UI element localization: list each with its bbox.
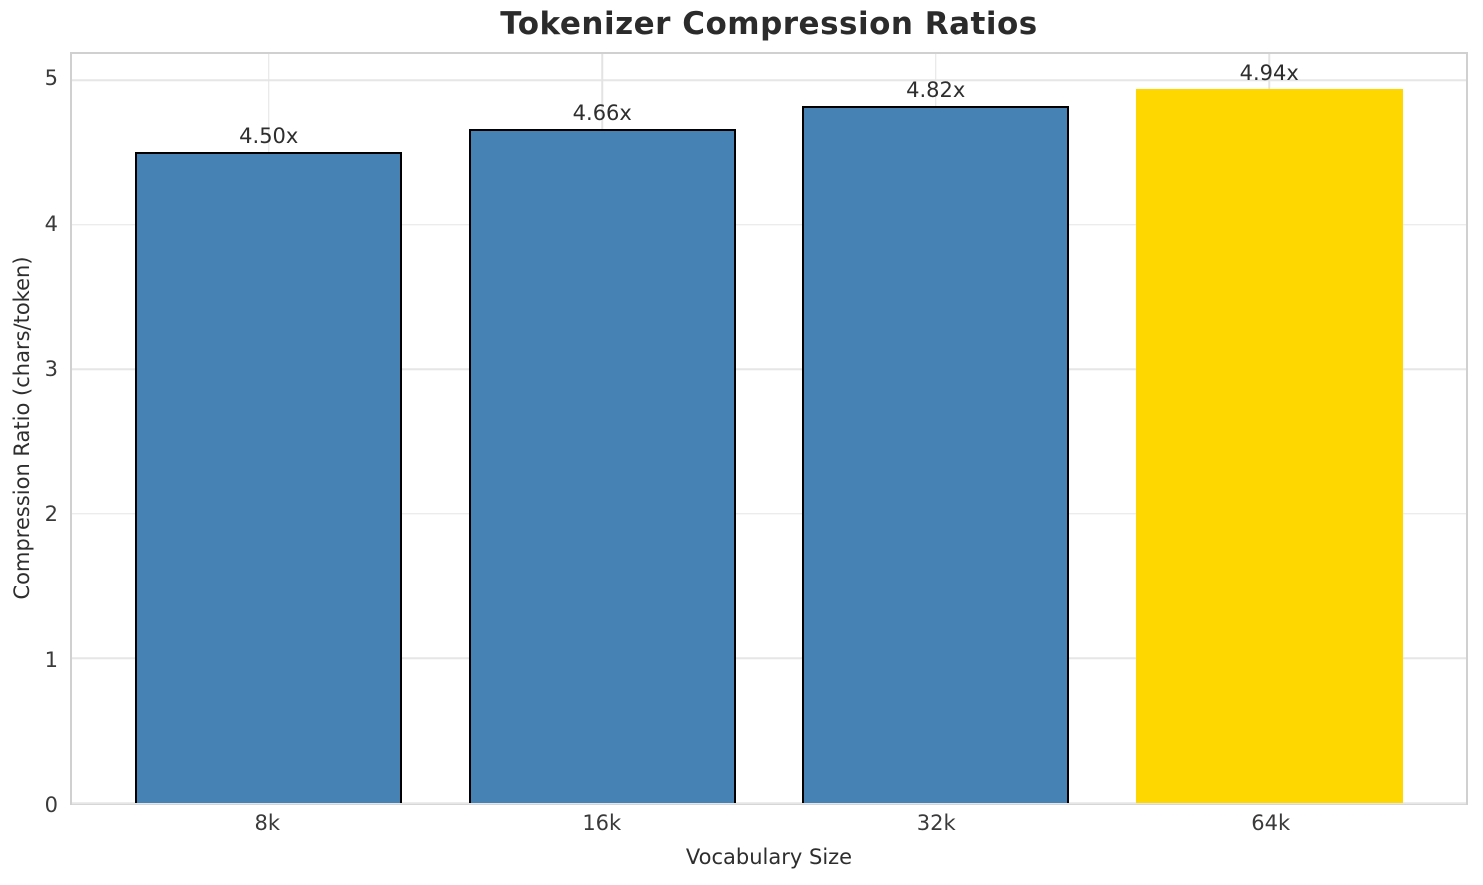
bar-32k bbox=[802, 106, 1070, 803]
x-tick-label: 32k bbox=[916, 811, 956, 835]
bar-value-label: 4.66x bbox=[572, 101, 632, 126]
y-tick-label: 5 bbox=[44, 66, 58, 91]
x-axis-tick-labels: 8k 16k 32k 64k bbox=[70, 811, 1468, 841]
chart-title: Tokenizer Compression Ratios bbox=[500, 6, 1038, 42]
x-tick-label: 16k bbox=[582, 811, 622, 835]
bar-value-label: 4.50x bbox=[239, 124, 299, 149]
bar-64k bbox=[1135, 88, 1403, 803]
y-tick-label: 3 bbox=[44, 356, 58, 381]
x-tick-label: 64k bbox=[1251, 811, 1291, 835]
y-gridline bbox=[72, 513, 1466, 515]
y-tick-label: 2 bbox=[44, 502, 58, 527]
y-axis-tick-labels: 0 1 2 3 4 5 bbox=[0, 52, 58, 817]
x-tick-label: 8k bbox=[254, 811, 281, 835]
bar-8k bbox=[135, 152, 403, 803]
y-gridline bbox=[72, 657, 1466, 660]
y-tick-label: 1 bbox=[44, 647, 58, 672]
y-gridline bbox=[72, 368, 1466, 370]
bar-16k bbox=[468, 129, 736, 803]
x-axis-label: Vocabulary Size bbox=[685, 845, 853, 869]
y-gridline bbox=[72, 79, 1466, 81]
bar-value-label: 4.94x bbox=[1239, 60, 1299, 85]
y-tick-label: 4 bbox=[44, 211, 58, 236]
y-gridline bbox=[72, 223, 1466, 226]
bar-value-label: 4.82x bbox=[906, 78, 966, 103]
plot-area: 4.50x 4.66x 4.82x 4.94x bbox=[70, 52, 1468, 805]
y-tick-label: 0 bbox=[44, 793, 58, 817]
y-gridline bbox=[72, 802, 1466, 804]
